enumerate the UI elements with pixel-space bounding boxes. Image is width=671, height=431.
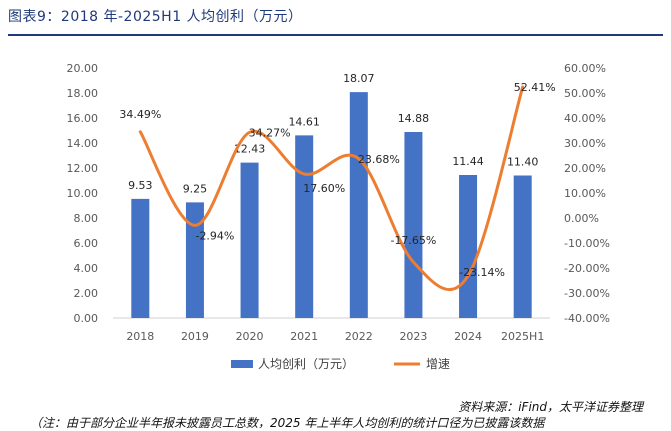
- y-right-tick-label: 60.00%: [564, 62, 606, 75]
- x-tick-label: 2021: [290, 330, 318, 343]
- y-left-tick-label: 14.00: [67, 137, 99, 150]
- x-tick-label: 2018: [126, 330, 154, 343]
- bar-data-label: 11.44: [452, 155, 484, 168]
- y-right-tick-label: -10.00%: [564, 237, 610, 250]
- y-left-tick-label: 16.00: [67, 112, 99, 125]
- y-right-tick-label: 20.00%: [564, 162, 606, 175]
- y-right-tick-label: 0.00%: [564, 212, 599, 225]
- x-tick-label: 2022: [345, 330, 373, 343]
- y-right-tick-label: -40.00%: [564, 312, 610, 325]
- bar-data-label: 18.07: [343, 72, 375, 85]
- bar: [459, 175, 478, 318]
- y-left-tick-label: 18.00: [67, 87, 99, 100]
- y-right-tick-label: 40.00%: [564, 112, 606, 125]
- x-tick-label: 2020: [236, 330, 264, 343]
- y-right-tick-label: 30.00%: [564, 137, 606, 150]
- line-data-label: -2.94%: [195, 229, 234, 242]
- chart-title: 图表9：2018 年-2025H1 人均创利（万元）: [8, 9, 303, 25]
- bar: [240, 162, 259, 318]
- legend-label-bar: 人均创利（万元）: [258, 357, 354, 371]
- x-tick-label: 2023: [399, 330, 427, 343]
- footnote: （注：由于部分企业半年报未披露员工总数，2025 年上半年人均创利的统计口径为已…: [30, 416, 545, 430]
- legend-swatch-bar: [231, 360, 253, 368]
- y-right-tick-label: 10.00%: [564, 187, 606, 200]
- y-left-tick-label: 10.00: [67, 187, 99, 200]
- line-data-label: -23.14%: [459, 266, 505, 279]
- source-note: 资料来源：iFind，太平洋证券整理: [458, 400, 643, 414]
- bar: [131, 198, 150, 318]
- x-tick-label: 2024: [454, 330, 482, 343]
- bar-data-label: 11.40: [507, 156, 539, 169]
- y-left-tick-label: 2.00: [74, 287, 99, 300]
- bar: [404, 132, 423, 318]
- x-tick-label: 2019: [181, 330, 209, 343]
- y-left-tick-label: 0.00: [74, 312, 99, 325]
- y-right-tick-label: -20.00%: [564, 262, 610, 275]
- line-data-label: -17.65%: [390, 234, 436, 247]
- bar: [295, 135, 314, 318]
- bar-data-label: 9.25: [183, 182, 208, 195]
- bar-data-label: 12.43: [234, 143, 266, 156]
- line-data-label: 52.41%: [514, 81, 556, 94]
- line-data-label: 34.49%: [119, 108, 161, 121]
- line-data-label: 23.68%: [358, 153, 400, 166]
- y-left-tick-label: 4.00: [74, 262, 99, 275]
- legend-label-line: 增速: [426, 357, 450, 371]
- line-data-label: 17.60%: [303, 182, 345, 195]
- bar: [185, 202, 204, 318]
- y-left-tick-label: 20.00: [67, 62, 99, 75]
- y-left-tick-label: 12.00: [67, 162, 99, 175]
- y-right-tick-label: 50.00%: [564, 87, 606, 100]
- x-tick-label: 2025H1: [501, 330, 544, 343]
- y-right-tick-label: -30.00%: [564, 287, 610, 300]
- bar: [513, 175, 532, 318]
- bar-data-label: 9.53: [128, 179, 153, 192]
- title-divider: [8, 34, 663, 36]
- line-data-label: 34.27%: [249, 126, 291, 139]
- bar-data-label: 14.88: [398, 112, 430, 125]
- y-left-tick-label: 8.00: [74, 212, 99, 225]
- bar-data-label: 14.61: [288, 115, 320, 128]
- bar: [349, 92, 368, 318]
- y-left-tick-label: 6.00: [74, 237, 99, 250]
- series-line-growth: [138, 85, 525, 291]
